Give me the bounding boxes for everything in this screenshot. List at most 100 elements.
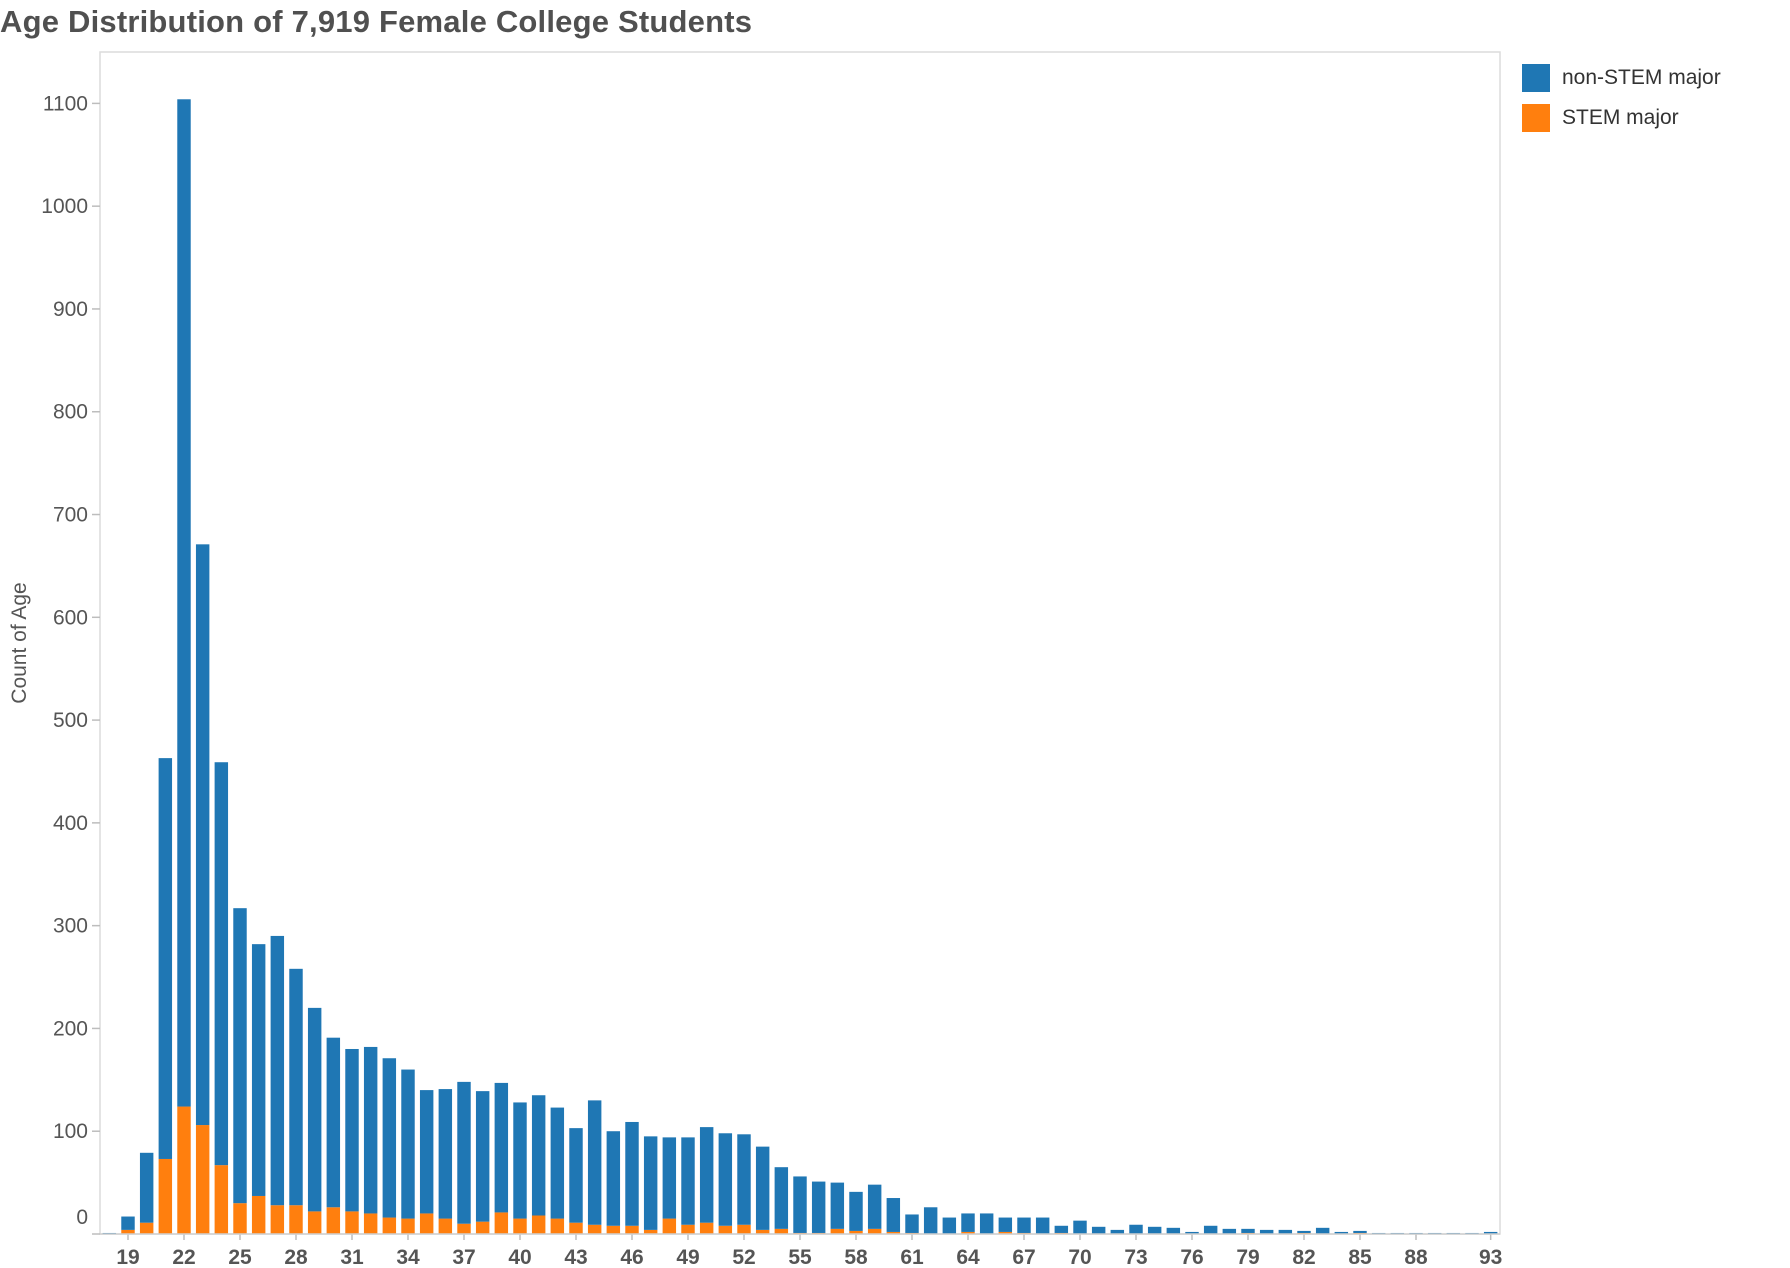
bar-non-stem-age-54[interactable]	[774, 1167, 789, 1229]
bar-non-stem-age-39[interactable]	[494, 1082, 509, 1213]
bar-stem-age-35[interactable]	[419, 1213, 434, 1234]
bar-non-stem-age-78[interactable]	[1222, 1228, 1237, 1234]
bar-stem-age-41[interactable]	[531, 1215, 546, 1235]
bar-non-stem-age-31[interactable]	[345, 1048, 359, 1212]
bar-stem-age-32[interactable]	[363, 1213, 378, 1234]
bar-non-stem-age-52[interactable]	[737, 1134, 751, 1225]
bar-non-stem-age-55[interactable]	[793, 1176, 807, 1233]
bar-stem-age-60[interactable]	[886, 1231, 901, 1234]
bar-stem-age-27[interactable]	[270, 1205, 285, 1234]
bar-stem-age-44[interactable]	[587, 1224, 602, 1234]
bar-stem-age-66[interactable]	[998, 1231, 1013, 1234]
bar-non-stem-age-81[interactable]	[1278, 1229, 1293, 1234]
bar-non-stem-age-79[interactable]	[1241, 1228, 1255, 1233]
bar-non-stem-age-22[interactable]	[177, 99, 191, 1107]
bar-stem-age-36[interactable]	[438, 1218, 453, 1234]
bar-stem-age-64[interactable]	[961, 1231, 975, 1234]
bar-non-stem-age-44[interactable]	[587, 1100, 602, 1225]
bar-stem-age-43[interactable]	[569, 1222, 583, 1234]
bar-non-stem-age-50[interactable]	[699, 1127, 714, 1223]
bar-non-stem-age-29[interactable]	[307, 1007, 322, 1212]
bar-non-stem-age-64[interactable]	[961, 1213, 975, 1232]
bar-stem-age-22[interactable]	[177, 1106, 191, 1234]
bar-stem-age-29[interactable]	[307, 1211, 322, 1234]
bar-non-stem-age-43[interactable]	[569, 1128, 583, 1223]
bar-stem-age-59[interactable]	[867, 1228, 882, 1234]
bar-stem-age-52[interactable]	[737, 1224, 751, 1234]
bar-non-stem-age-76[interactable]	[1185, 1231, 1199, 1234]
bar-stem-age-49[interactable]	[681, 1224, 695, 1234]
bar-stem-age-33[interactable]	[382, 1217, 397, 1234]
bar-non-stem-age-35[interactable]	[419, 1090, 434, 1214]
bar-stem-age-28[interactable]	[289, 1205, 303, 1234]
bar-non-stem-age-27[interactable]	[270, 935, 285, 1206]
bar-non-stem-age-75[interactable]	[1166, 1227, 1181, 1234]
bar-non-stem-age-69[interactable]	[1054, 1225, 1069, 1233]
bar-non-stem-age-67[interactable]	[1017, 1217, 1031, 1233]
bar-non-stem-age-21[interactable]	[158, 758, 173, 1159]
bar-stem-age-26[interactable]	[251, 1195, 266, 1234]
bar-non-stem-age-93[interactable]	[1483, 1231, 1498, 1234]
bar-stem-age-57[interactable]	[830, 1228, 845, 1234]
bar-stem-age-37[interactable]	[457, 1223, 471, 1234]
bar-non-stem-age-56[interactable]	[811, 1181, 826, 1233]
bar-stem-age-20[interactable]	[139, 1222, 154, 1234]
bar-non-stem-age-62[interactable]	[923, 1207, 938, 1234]
bar-non-stem-age-61[interactable]	[905, 1214, 919, 1233]
bar-non-stem-age-59[interactable]	[867, 1184, 882, 1229]
bar-stem-age-42[interactable]	[550, 1218, 565, 1234]
bar-non-stem-age-68[interactable]	[1035, 1217, 1050, 1234]
bar-non-stem-age-82[interactable]	[1297, 1230, 1311, 1233]
bar-non-stem-age-73[interactable]	[1129, 1224, 1143, 1234]
bar-stem-age-34[interactable]	[401, 1218, 415, 1234]
bar-non-stem-age-19[interactable]	[121, 1216, 135, 1230]
bar-non-stem-age-65[interactable]	[979, 1213, 994, 1234]
bar-non-stem-age-23[interactable]	[195, 544, 210, 1126]
bar-stem-age-46[interactable]	[625, 1225, 639, 1234]
bar-non-stem-age-53[interactable]	[755, 1146, 770, 1230]
bar-stem-age-24[interactable]	[214, 1165, 229, 1234]
bar-non-stem-age-80[interactable]	[1259, 1229, 1274, 1234]
bar-non-stem-age-48[interactable]	[662, 1137, 677, 1219]
bar-non-stem-age-36[interactable]	[438, 1089, 453, 1219]
bar-non-stem-age-72[interactable]	[1110, 1229, 1125, 1234]
bar-non-stem-age-24[interactable]	[214, 762, 229, 1166]
bar-stem-age-58[interactable]	[849, 1230, 863, 1234]
bar-non-stem-age-42[interactable]	[550, 1107, 565, 1219]
bar-non-stem-age-60[interactable]	[886, 1198, 901, 1232]
bar-non-stem-age-33[interactable]	[382, 1058, 397, 1218]
bar-stem-age-40[interactable]	[513, 1218, 527, 1234]
legend-item-non-stem[interactable]: non-STEM major	[1522, 58, 1721, 98]
bar-non-stem-age-51[interactable]	[718, 1133, 733, 1226]
bar-non-stem-age-63[interactable]	[942, 1217, 957, 1234]
bar-stem-age-45[interactable]	[606, 1225, 621, 1234]
bar-non-stem-age-30[interactable]	[326, 1037, 341, 1208]
bar-non-stem-age-45[interactable]	[606, 1131, 621, 1226]
bar-stem-age-19[interactable]	[121, 1229, 135, 1234]
bar-non-stem-age-71[interactable]	[1091, 1226, 1106, 1234]
bar-non-stem-age-38[interactable]	[475, 1091, 490, 1222]
bar-non-stem-age-34[interactable]	[401, 1069, 415, 1219]
bar-stem-age-31[interactable]	[345, 1211, 359, 1234]
bar-stem-age-54[interactable]	[774, 1228, 789, 1234]
bar-non-stem-age-66[interactable]	[998, 1217, 1013, 1232]
bar-non-stem-age-70[interactable]	[1073, 1220, 1087, 1234]
bar-non-stem-age-84[interactable]	[1334, 1231, 1349, 1234]
bar-stem-age-53[interactable]	[755, 1229, 770, 1234]
bar-non-stem-age-28[interactable]	[289, 968, 303, 1206]
bar-non-stem-age-41[interactable]	[531, 1095, 546, 1216]
bar-stem-age-25[interactable]	[233, 1203, 247, 1234]
bar-stem-age-23[interactable]	[195, 1125, 210, 1234]
bar-non-stem-age-49[interactable]	[681, 1137, 695, 1225]
legend-item-stem[interactable]: STEM major	[1522, 98, 1721, 138]
bar-non-stem-age-20[interactable]	[139, 1152, 154, 1223]
bar-stem-age-21[interactable]	[158, 1158, 173, 1234]
bar-stem-age-30[interactable]	[326, 1207, 341, 1234]
bar-non-stem-age-85[interactable]	[1353, 1230, 1367, 1233]
bar-non-stem-age-37[interactable]	[457, 1081, 471, 1224]
bar-non-stem-age-46[interactable]	[625, 1121, 639, 1226]
bar-stem-age-51[interactable]	[718, 1225, 733, 1234]
bar-stem-age-38[interactable]	[475, 1221, 490, 1234]
bar-stem-age-39[interactable]	[494, 1212, 509, 1234]
bar-stem-age-48[interactable]	[662, 1218, 677, 1234]
